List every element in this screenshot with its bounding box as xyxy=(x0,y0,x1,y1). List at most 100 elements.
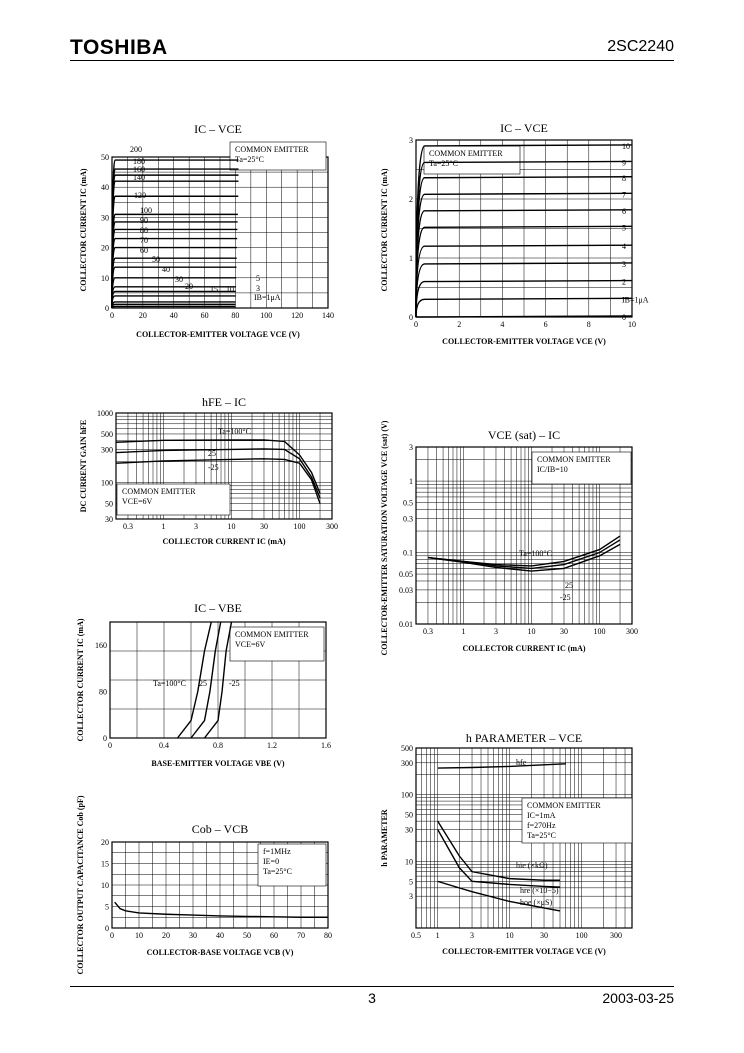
series-label: hre (×10−5) xyxy=(520,886,559,895)
legend-entry: COMMON EMITTER xyxy=(527,801,601,810)
y-axis-label: h PARAMETER xyxy=(380,809,389,867)
chart-title: IC – VCE xyxy=(194,122,242,136)
legend-box xyxy=(531,451,632,485)
series-line xyxy=(437,820,560,881)
legend-entry: VCE=6V xyxy=(235,640,266,649)
x-tick-label: 2 xyxy=(457,320,461,329)
y-tick-label: 0.01 xyxy=(399,620,413,629)
series-label: 10 xyxy=(226,285,234,294)
series-line xyxy=(427,543,621,572)
y-tick-label: 2 xyxy=(409,195,413,204)
series-c6 xyxy=(437,763,566,912)
series-line xyxy=(190,621,222,739)
legend-entry: Ta=25°C xyxy=(263,867,292,876)
x-tick-label: 100 xyxy=(294,522,306,531)
series-label: 3 xyxy=(622,260,626,269)
header-rule xyxy=(70,60,674,61)
y-tick-label: 1 xyxy=(409,477,413,486)
legend-box xyxy=(229,626,325,662)
legend-entry: VCE=6V xyxy=(122,497,153,506)
x-tick-label: 30 xyxy=(560,627,568,636)
series-label: Ta=100°C xyxy=(153,679,186,688)
x-axis-label: COLLECTOR-EMITTER VOLTAGE VCE (V) xyxy=(442,947,606,956)
series-line xyxy=(111,237,238,309)
series-c2 xyxy=(415,144,633,318)
y-tick-label: 15 xyxy=(101,860,109,869)
series-label: -25 xyxy=(560,593,571,602)
x-tick-label: 30 xyxy=(540,931,548,940)
x-axis-label: COLLECTOR-BASE VOLTAGE VCB (V) xyxy=(147,948,294,957)
series-label: 4 xyxy=(622,242,626,251)
series-label: hie (×kΩ) xyxy=(516,861,548,870)
series-label: hoe (×μS) xyxy=(520,898,552,907)
x-axis-label: COLLECTOR CURRENT IC (mA) xyxy=(462,644,585,653)
plot-frame xyxy=(109,621,327,739)
y-tick-label: 50 xyxy=(405,811,413,820)
series-label: Ta=100°C xyxy=(218,427,251,436)
series-label: 50 xyxy=(152,255,160,264)
x-tick-label: 120 xyxy=(291,311,303,320)
plot-frame xyxy=(115,412,333,520)
x-tick-label: 300 xyxy=(626,627,638,636)
y-tick-label: 50 xyxy=(105,500,113,509)
series-label: 9 xyxy=(622,158,626,167)
chart-title: IC – VBE xyxy=(194,601,242,615)
series-line xyxy=(115,448,321,499)
x-tick-label: 3 xyxy=(194,522,198,531)
chart-c5: 0 0.4 0.8 1.2 1.6 0 80 160 IC – VBE BASE-EMITTER … xyxy=(76,601,331,768)
series-c3 xyxy=(115,439,321,504)
y-axis-label: COLLECTOR CURRENT IC (mA) xyxy=(380,168,389,291)
x-tick-label: 100 xyxy=(594,627,606,636)
y-tick-label: 5 xyxy=(409,877,413,886)
x-tick-label: 6 xyxy=(544,320,548,329)
y-axis-label: COLLECTOR-EMITTER SATURATION VOLTAGE VCE… xyxy=(380,420,389,655)
x-tick-label: 40 xyxy=(170,311,178,320)
series-line xyxy=(416,315,633,318)
y-tick-label: 0.05 xyxy=(399,570,413,579)
series-line xyxy=(437,763,566,769)
x-tick-label: 70 xyxy=(297,931,305,940)
x-tick-label: 0 xyxy=(110,311,114,320)
x-tick-label: 20 xyxy=(139,311,147,320)
grid-c4 xyxy=(416,447,632,624)
legend-box xyxy=(229,141,327,171)
series-line xyxy=(437,880,561,912)
x-tick-label: 50 xyxy=(243,931,251,940)
chart-c4: 0.3 1 3 10 30 100 300 0.01 0.03 0.05 0.1 0.3 0.5 1 3 VC… xyxy=(380,420,638,655)
x-tick-label: 80 xyxy=(231,311,239,320)
chart-c6: 0.5 1 3 10 30 100 300 3 5 10 30 50 100 300 500 h PARAME… xyxy=(380,731,633,956)
page-number: 3 xyxy=(368,990,376,1006)
series-label: 15 xyxy=(210,285,218,294)
x-tick-label: 140 xyxy=(322,311,334,320)
y-tick-label: 50 xyxy=(101,153,109,162)
legend-entry: COMMON EMITTER xyxy=(122,487,196,496)
series-line xyxy=(111,213,238,309)
series-label: -25 xyxy=(229,679,240,688)
series-line xyxy=(437,829,561,888)
series-line xyxy=(111,159,239,309)
x-tick-label: 300 xyxy=(610,931,622,940)
y-tick-label: 500 xyxy=(101,430,113,439)
series-label: 8 xyxy=(622,174,626,183)
legend-entry: COMMON EMITTER xyxy=(235,630,309,639)
series-c5 xyxy=(176,621,233,739)
y-tick-label: 0.5 xyxy=(403,499,413,508)
series-line xyxy=(111,221,238,309)
series-label: 180 xyxy=(133,157,145,166)
series-label: 0 xyxy=(622,313,626,322)
x-tick-label: 0.3 xyxy=(123,522,133,531)
x-tick-label: 60 xyxy=(270,931,278,940)
y-tick-label: 0.3 xyxy=(403,514,413,523)
chart-c7: 0 10 20 30 40 50 60 70 80 0 5 10 15 20 Cob – VCB COLLEC… xyxy=(76,795,332,974)
x-tick-label: 4 xyxy=(500,320,504,329)
x-tick-label: 0.4 xyxy=(159,741,169,750)
y-axis-label: DC CURRENT GAIN hFE xyxy=(79,420,88,513)
x-tick-label: 300 xyxy=(326,522,338,531)
legend-entry: COMMON EMITTER xyxy=(429,149,503,158)
y-tick-label: 30 xyxy=(405,825,413,834)
part-number: 2SC2240 xyxy=(607,38,674,55)
chart-title: Cob – VCB xyxy=(192,822,248,836)
chart-title: hFE – IC xyxy=(202,395,246,409)
x-tick-label: 10 xyxy=(628,320,636,329)
series-label: Ta=100°C xyxy=(519,549,552,558)
